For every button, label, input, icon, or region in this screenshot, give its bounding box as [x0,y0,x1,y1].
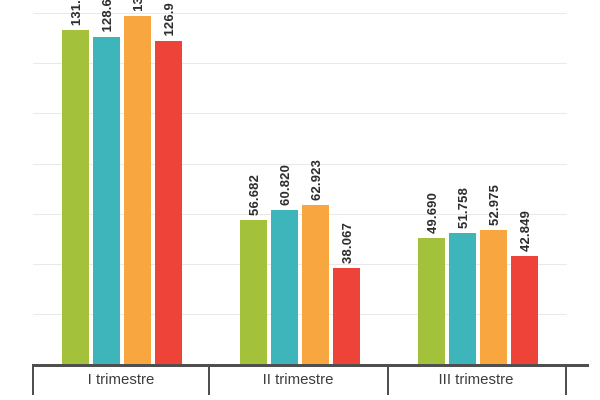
gridline [33,63,567,64]
x-axis-line [32,364,589,367]
bar-value-label: 126.9 [161,3,176,37]
bar-orange-2 [302,205,329,365]
bar-orange-1 [124,16,151,365]
bar-teal-2 [271,210,298,365]
gridline [33,214,567,215]
gridline [33,314,567,315]
gridline [33,113,567,114]
bar-green-3 [418,238,445,365]
x-axis-tick [208,364,210,395]
gridline [33,264,567,265]
bar-value-label: 60.820 [277,165,292,206]
bar-value-label: 128.6 [99,0,114,33]
bar-green-2 [240,220,267,365]
bar-value-label: 38.067 [339,223,354,264]
gridline [33,164,567,165]
gridline [33,13,567,14]
bar-red-1 [155,41,182,365]
bar-orange-3 [480,230,507,365]
bar-value-label: 62.923 [308,160,323,201]
bar-value-label: 49.690 [424,193,439,234]
bar-value-label: 56.682 [246,175,261,216]
bar-teal-1 [93,37,120,365]
bar-value-label: 52.975 [486,185,501,226]
x-axis-label-iii-trimestre: III trimestre [438,371,514,388]
bar-red-2 [333,268,360,365]
bar-green-1 [62,30,89,365]
bar-teal-3 [449,233,476,365]
x-axis-tick [32,364,34,395]
x-axis-tick [565,364,567,395]
x-axis-label-ii-trimestre: II trimestre [262,371,334,388]
x-axis-tick [387,364,389,395]
bar-value-label: 51.758 [455,188,470,229]
x-axis-label-i-trimestre: I trimestre [87,371,155,388]
bar-value-label: 131. [68,0,83,26]
bar-value-label: 42.849 [517,211,532,252]
bar-value-label: 13 [130,0,145,12]
bar-red-3 [511,256,538,365]
